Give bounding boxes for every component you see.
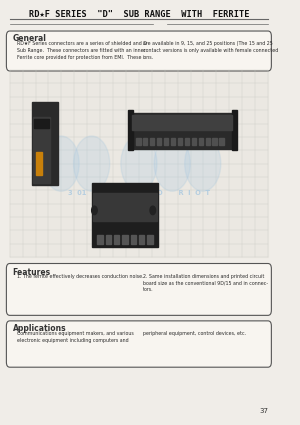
Bar	[185, 138, 189, 145]
Bar	[114, 235, 119, 244]
Bar	[178, 138, 182, 145]
FancyBboxPatch shape	[6, 264, 272, 315]
Ellipse shape	[43, 136, 79, 191]
Ellipse shape	[74, 136, 110, 191]
Text: RD★F Series connectors are a series of shielded and D
Sub Range.  These connecto: RD★F Series connectors are a series of s…	[17, 41, 146, 60]
Bar	[130, 235, 136, 244]
Text: 1. The ferrite effectively decreases conduction noise.: 1. The ferrite effectively decreases con…	[17, 274, 143, 279]
Circle shape	[150, 206, 155, 215]
Bar	[36, 152, 43, 175]
Bar	[219, 138, 224, 145]
Text: RD★F SERIES  "D"  SUB RANGE  WITH  FERRITE: RD★F SERIES "D" SUB RANGE WITH FERRITE	[28, 10, 249, 20]
FancyBboxPatch shape	[6, 31, 272, 71]
Bar	[128, 110, 133, 150]
Bar	[150, 138, 154, 145]
Bar	[206, 138, 210, 145]
Ellipse shape	[154, 136, 190, 191]
Ellipse shape	[121, 136, 157, 191]
Bar	[93, 193, 157, 221]
Ellipse shape	[185, 136, 221, 191]
Bar	[136, 138, 140, 145]
Text: General: General	[13, 34, 46, 43]
Circle shape	[92, 206, 97, 215]
Bar	[122, 235, 128, 244]
FancyBboxPatch shape	[6, 321, 272, 367]
Bar	[143, 138, 148, 145]
Bar	[232, 110, 237, 150]
Bar	[34, 119, 49, 128]
Text: 3  01    N  K  U        T  T  O       R  I  O  T: 3 01 N K U T T O R I O T	[68, 190, 210, 196]
Text: Applications: Applications	[13, 324, 66, 333]
Bar	[33, 117, 50, 183]
Bar	[139, 235, 144, 244]
Bar	[164, 138, 168, 145]
Bar	[10, 70, 268, 257]
Bar	[157, 138, 161, 145]
Bar	[147, 235, 153, 244]
Bar	[92, 183, 158, 246]
Bar	[106, 235, 111, 244]
Bar	[171, 138, 175, 145]
Text: peripheral equipment, control devices, etc.: peripheral equipment, control devices, e…	[143, 331, 246, 336]
Text: 37: 37	[259, 408, 268, 414]
Bar	[97, 235, 103, 244]
Bar	[130, 113, 233, 149]
Bar	[192, 138, 196, 145]
Bar	[32, 102, 58, 185]
Text: are available in 9, 15, and 25 positions (The 15 and 25
contact versions is only: are available in 9, 15, and 25 positions…	[143, 41, 278, 60]
Bar	[212, 138, 217, 145]
Bar	[132, 115, 232, 130]
Bar	[199, 138, 203, 145]
Text: Communications equipment makers, and various
electronic equipment including comp: Communications equipment makers, and var…	[17, 331, 134, 343]
Text: Features: Features	[13, 268, 51, 277]
Text: 2. Same installation dimensions and printed circuit
board size as the convention: 2. Same installation dimensions and prin…	[143, 274, 268, 292]
